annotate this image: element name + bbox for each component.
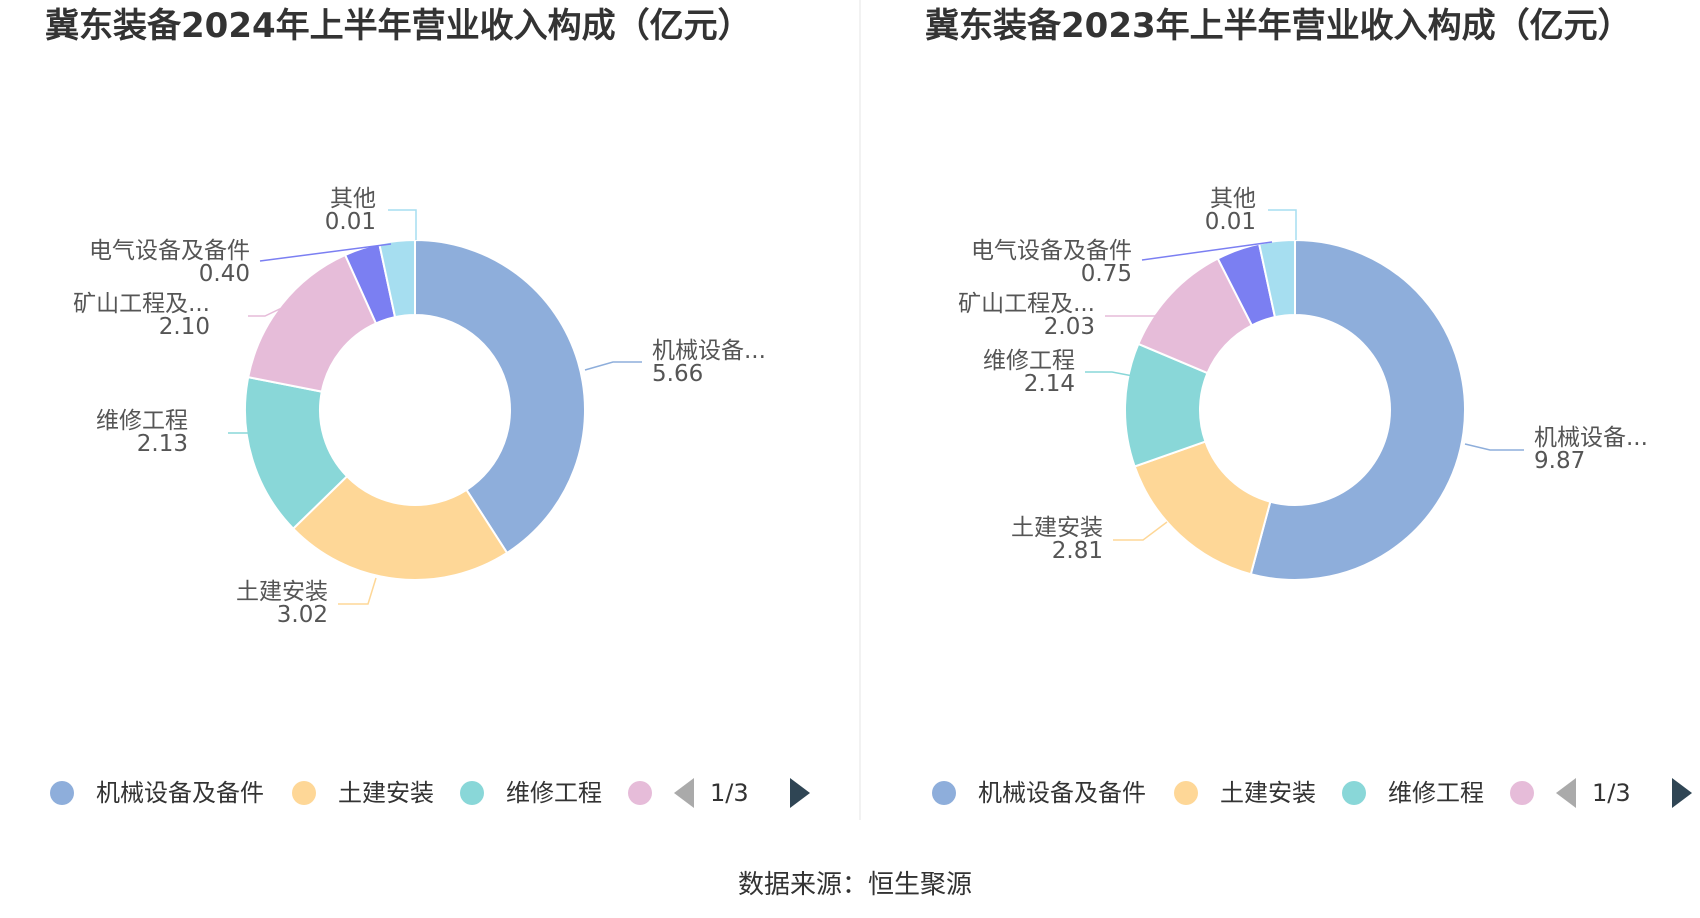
legend-swatch: [1342, 781, 1366, 805]
chart-right: 冀东装备2023年上半年营业收入构成（亿元） 机械设备...9.87土建安装2.…: [925, 6, 1692, 808]
legend-swatch: [932, 781, 956, 805]
callout-value-2024-电气设备及备件: 0.40: [199, 261, 250, 287]
donut-2024: [244, 238, 586, 581]
callout-name-2023-土建安装: 土建安装: [1011, 515, 1103, 541]
callout-name-2024-机械设备及备件: 机械设备...: [652, 338, 766, 364]
legend-label: 维修工程: [1388, 779, 1484, 807]
leader-line-2024-其他: [388, 209, 417, 240]
callout-value-2024-机械设备及备件: 5.66: [652, 361, 703, 387]
legend-page-indicator: 1/3: [1592, 779, 1631, 807]
leader-line-2023-电气设备及备件: [1141, 241, 1273, 261]
callout-name-2023-其他: 其他: [1210, 186, 1256, 212]
callout-name-2023-维修工程: 维修工程: [983, 348, 1075, 374]
callout-value-2024-维修工程: 2.13: [137, 431, 188, 457]
callout-name-2023-机械设备及备件: 机械设备...: [1534, 425, 1648, 451]
legend-swatch-next-2024: [628, 781, 652, 805]
legend-swatch: [292, 781, 316, 805]
leader-line-2023-维修工程: [1085, 371, 1134, 377]
legend-prev-arrow-icon[interactable]: [674, 778, 694, 808]
leader-line-2024-矿山工程及: [248, 303, 291, 317]
legend-page-indicator: 1/3: [710, 779, 749, 807]
legend-item-2024-机械设备及备件[interactable]: 机械设备及备件: [50, 779, 264, 807]
callout-value-2023-电气设备及备件: 0.75: [1081, 261, 1132, 287]
legend-item-2023-机械设备及备件[interactable]: 机械设备及备件: [932, 779, 1146, 807]
chart-left: 冀东装备2024年上半年营业收入构成（亿元） 机械设备...5.66土建安装3.…: [45, 6, 810, 808]
leader-line-2024-电气设备及备件: [259, 243, 392, 262]
leader-line-2023-矿山工程及: [1105, 293, 1178, 317]
chart-title-2023: 冀东装备2023年上半年营业收入构成（亿元）: [925, 6, 1632, 46]
callout-name-2023-矿山工程及: 矿山工程及...: [958, 291, 1095, 317]
legend-label: 维修工程: [506, 779, 602, 807]
slice-2024-土建安装[interactable]: [291, 474, 509, 581]
legend-next-arrow-icon[interactable]: [790, 778, 810, 808]
chart-title-2024: 冀东装备2024年上半年营业收入构成（亿元）: [45, 6, 752, 46]
leader-line-2024-机械设备及备件: [584, 361, 642, 371]
legend-2023: 机械设备及备件 土建安装 维修工程 1/3: [932, 778, 1692, 808]
legend-item-2023-土建安装[interactable]: 土建安装: [1174, 779, 1316, 807]
callout-value-2023-土建安装: 2.81: [1052, 538, 1103, 564]
legend-item-2024-土建安装[interactable]: 土建安装: [292, 779, 434, 807]
callout-name-2023-电气设备及备件: 电气设备及备件: [971, 238, 1132, 264]
legend-prev-arrow-icon[interactable]: [1556, 778, 1576, 808]
legend-label: 机械设备及备件: [978, 779, 1146, 807]
callout-value-2024-矿山工程及: 2.10: [159, 314, 210, 340]
slice-2024-其他[interactable]: [378, 238, 416, 319]
legend-swatch: [50, 781, 74, 805]
legend-item-2024-维修工程[interactable]: 维修工程: [460, 779, 602, 807]
legend-2024: 机械设备及备件 土建安装 维修工程 1/3: [50, 778, 810, 808]
slice-2023-土建安装[interactable]: [1133, 440, 1272, 576]
legend-label: 土建安装: [338, 779, 434, 807]
callout-value-2023-维修工程: 2.14: [1024, 371, 1075, 397]
data-source: 数据来源：恒生聚源: [738, 870, 972, 900]
callout-value-2023-矿山工程及: 2.03: [1044, 314, 1095, 340]
callout-name-2024-维修工程: 维修工程: [96, 408, 188, 434]
slice-2023-机械设备及备件[interactable]: [1249, 238, 1466, 581]
callout-value-2023-机械设备及备件: 9.87: [1534, 448, 1585, 474]
callout-value-2024-其他: 0.01: [325, 209, 376, 235]
callout-value-2024-土建安装: 3.02: [277, 602, 328, 628]
slice-2024-机械设备及备件[interactable]: [414, 238, 586, 555]
leader-line-2023-土建安装: [1113, 521, 1168, 541]
legend-swatch-next-2023: [1510, 781, 1534, 805]
legend-next-arrow-icon[interactable]: [1672, 778, 1692, 808]
donut-2023: [1124, 238, 1466, 581]
callout-name-2024-其他: 其他: [330, 186, 376, 212]
leader-line-2023-其他: [1268, 209, 1297, 240]
leader-line-2023-机械设备及备件: [1464, 443, 1524, 451]
legend-label: 机械设备及备件: [96, 779, 264, 807]
legend-label: 土建安装: [1220, 779, 1316, 807]
legend-swatch: [460, 781, 484, 805]
callout-name-2024-矿山工程及: 矿山工程及...: [73, 291, 210, 317]
legend-swatch: [1174, 781, 1198, 805]
leader-line-2024-土建安装: [338, 577, 377, 605]
callout-name-2024-土建安装: 土建安装: [236, 579, 328, 605]
legend-item-2023-维修工程[interactable]: 维修工程: [1342, 779, 1484, 807]
callout-value-2023-其他: 0.01: [1205, 209, 1256, 235]
callout-name-2024-电气设备及备件: 电气设备及备件: [89, 238, 250, 264]
